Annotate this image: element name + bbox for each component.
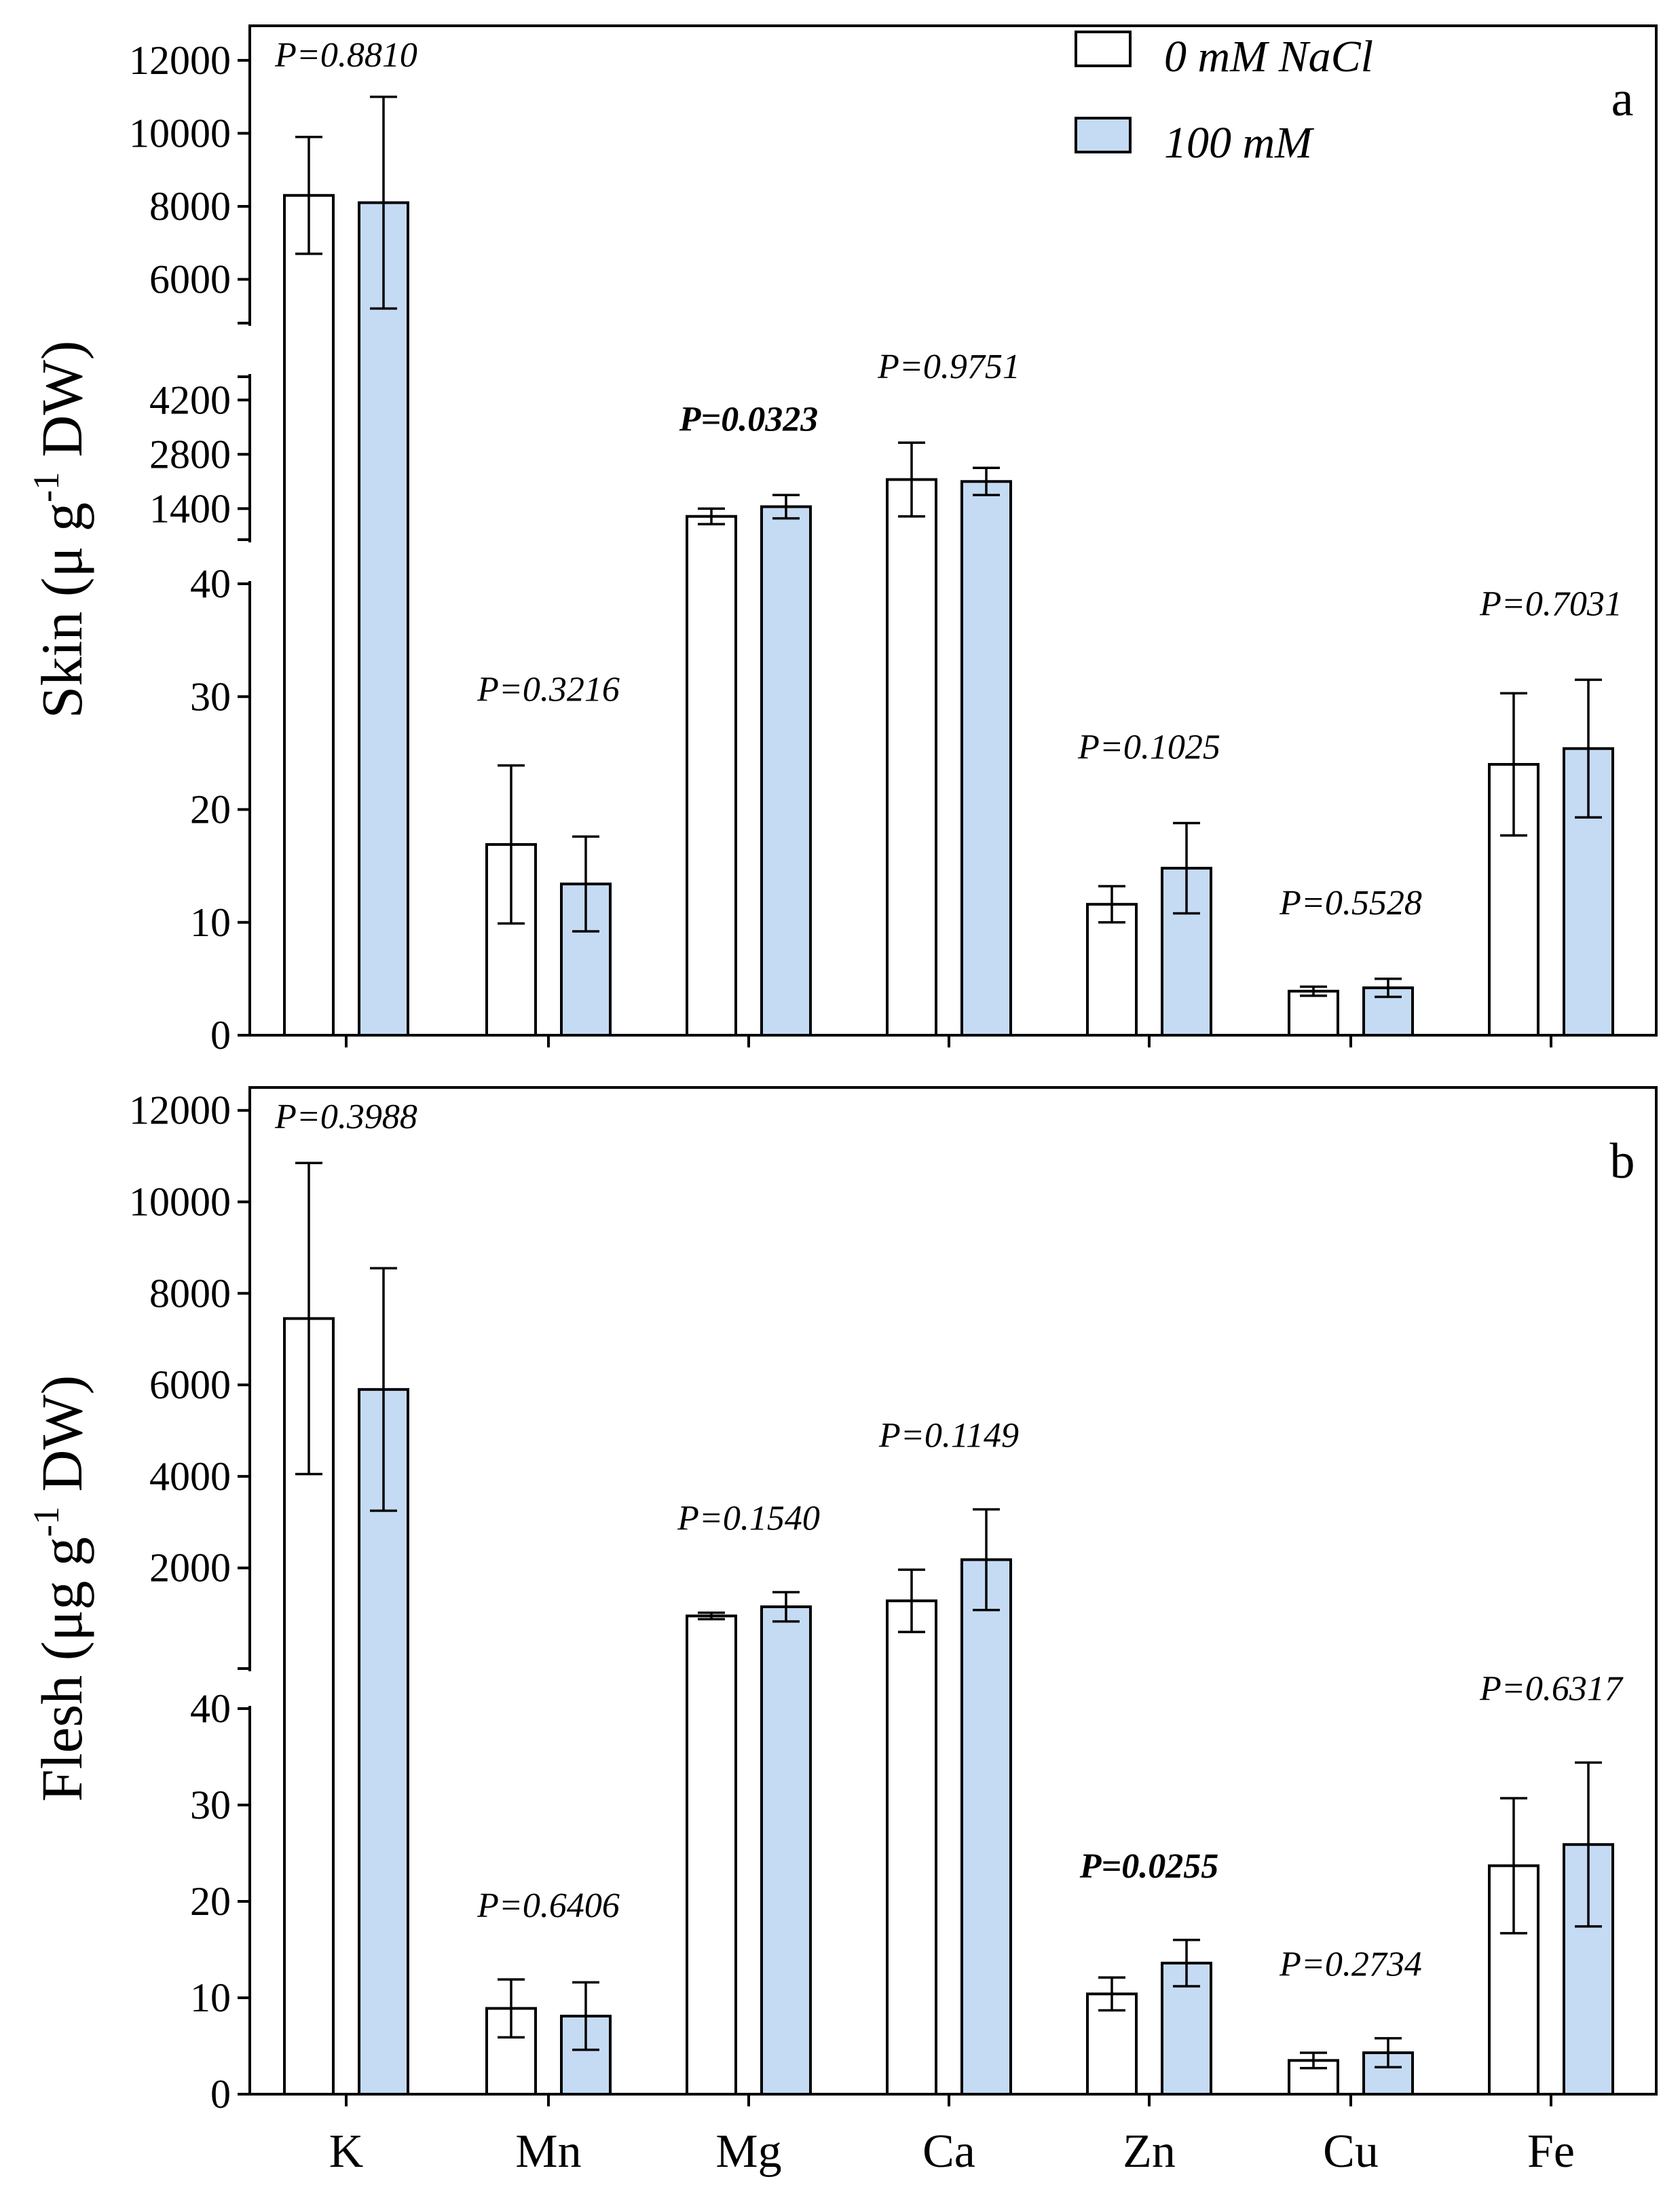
- category-label-zn: Zn: [1123, 2125, 1176, 2178]
- y-tick-label: 2800: [149, 432, 231, 477]
- axis-break: [229, 326, 270, 374]
- bar-zn-control: [1086, 903, 1138, 1037]
- chart-panel-a: P=0.8810 P=0.3216 P=0.0323 P=0.9751 P=0.1025…: [26, 24, 1658, 1058]
- category-label-ca: Ca: [922, 2125, 975, 2178]
- panel-letter-b: b: [1610, 1134, 1635, 1189]
- legend-swatch-0: [1075, 31, 1132, 67]
- p-value-zn: P=0.1025: [1077, 728, 1220, 766]
- y-tick-label: 10000: [129, 111, 231, 155]
- bar-ca-salt: [960, 1558, 1012, 2096]
- y-tick-label: 0: [210, 1013, 231, 1058]
- category-label-cu: Cu: [1323, 2125, 1379, 2178]
- y-tick-label: 40: [190, 561, 231, 606]
- p-value-mg: P=0.0323: [679, 400, 818, 439]
- p-value-cu: P=0.2734: [1279, 1946, 1422, 1984]
- p-value-k: P=0.8810: [274, 36, 417, 75]
- p-value-k: P=0.3988: [274, 1098, 417, 1136]
- y-tick-label: 20: [190, 787, 231, 832]
- bar-cu-control: [1288, 990, 1339, 1037]
- y-tick-label: 8000: [149, 184, 231, 229]
- panel-letter-a: a: [1611, 71, 1634, 127]
- y-tick-label: 1400: [149, 486, 231, 531]
- p-value-fe: P=0.7031: [1479, 584, 1622, 623]
- chart-panel-b: P=0.3988 P=0.6406 P=0.1540 P=0.1149 P=0.0255…: [26, 1086, 1658, 2178]
- y-tick-label: 6000: [149, 1362, 231, 1407]
- bar-ca-control: [886, 478, 937, 1037]
- p-value-mn: P=0.3216: [477, 671, 620, 709]
- p-value-cu: P=0.5528: [1279, 884, 1422, 923]
- bar-mg-salt: [760, 1605, 812, 2096]
- y-axis-label: Flesh (μg g-1 DW): [26, 1375, 94, 1802]
- axis-break: [229, 542, 270, 581]
- y-tick-label: 8000: [149, 1271, 231, 1316]
- y-tick-label: 0: [210, 2072, 231, 2117]
- bar-mg-salt: [760, 505, 812, 1037]
- y-tick-label: 4000: [149, 1454, 231, 1499]
- bar-mg-control: [686, 1614, 737, 2096]
- p-value-fe: P=0.6317: [1479, 1670, 1624, 1709]
- bar-ca-control: [886, 1599, 937, 2096]
- y-tick-label: 30: [190, 1783, 231, 1827]
- y-axis-label-unit: DW): [29, 1375, 94, 1506]
- y-tick-label: 4200: [149, 377, 231, 422]
- category-label-k: K: [329, 2125, 364, 2178]
- p-value-mn: P=0.6406: [477, 1886, 620, 1925]
- y-tick-label: 12000: [129, 38, 231, 83]
- legend-label-1: 100 mM: [1164, 118, 1315, 168]
- p-value-ca: P=0.1149: [878, 1416, 1019, 1455]
- plot-frame: [248, 1086, 1658, 2096]
- plot-frame: [248, 24, 1658, 1037]
- category-label-fe: Fe: [1527, 2125, 1575, 2178]
- y-tick-label: 10: [190, 900, 231, 945]
- p-value-ca: P=0.9751: [877, 348, 1020, 386]
- y-tick-label: 6000: [149, 257, 231, 301]
- p-value-mg: P=0.1540: [677, 1499, 820, 1538]
- y-axis-label-sup: -1: [26, 472, 67, 502]
- axis-break: [229, 1671, 270, 1706]
- y-tick-label: 12000: [129, 1088, 231, 1133]
- p-value-zn: P=0.0255: [1079, 1847, 1218, 1886]
- bar-ca-salt: [960, 480, 1012, 1037]
- bar-k-control: [283, 193, 335, 1037]
- y-axis-label: Skin (μ g-1 DW): [26, 341, 94, 719]
- y-tick-label: 10: [190, 1975, 231, 2020]
- legend-swatch-1: [1075, 117, 1132, 153]
- category-label-mg: Mg: [715, 2125, 781, 2178]
- bar-mg-control: [686, 515, 737, 1037]
- legend-label-0: 0 mM NaCl: [1164, 32, 1373, 81]
- y-axis-label-main: Flesh (μg g: [29, 1537, 94, 1802]
- legend: 0 mM NaCl 100 mM: [1075, 31, 1373, 168]
- y-axis-label-main: Skin (μ g: [29, 502, 94, 718]
- y-axis-label-unit: DW): [29, 341, 94, 472]
- bar-mn-control: [485, 2007, 537, 2096]
- bar-k-salt: [358, 201, 409, 1037]
- y-tick-label: 30: [190, 674, 231, 719]
- y-tick-label: 40: [190, 1686, 231, 1731]
- category-label-mn: Mn: [515, 2125, 581, 2178]
- y-tick-label: 20: [190, 1879, 231, 1924]
- y-tick-label: 2000: [149, 1546, 231, 1590]
- y-axis-label-sup: -1: [26, 1506, 67, 1537]
- y-tick-label: 10000: [129, 1180, 231, 1225]
